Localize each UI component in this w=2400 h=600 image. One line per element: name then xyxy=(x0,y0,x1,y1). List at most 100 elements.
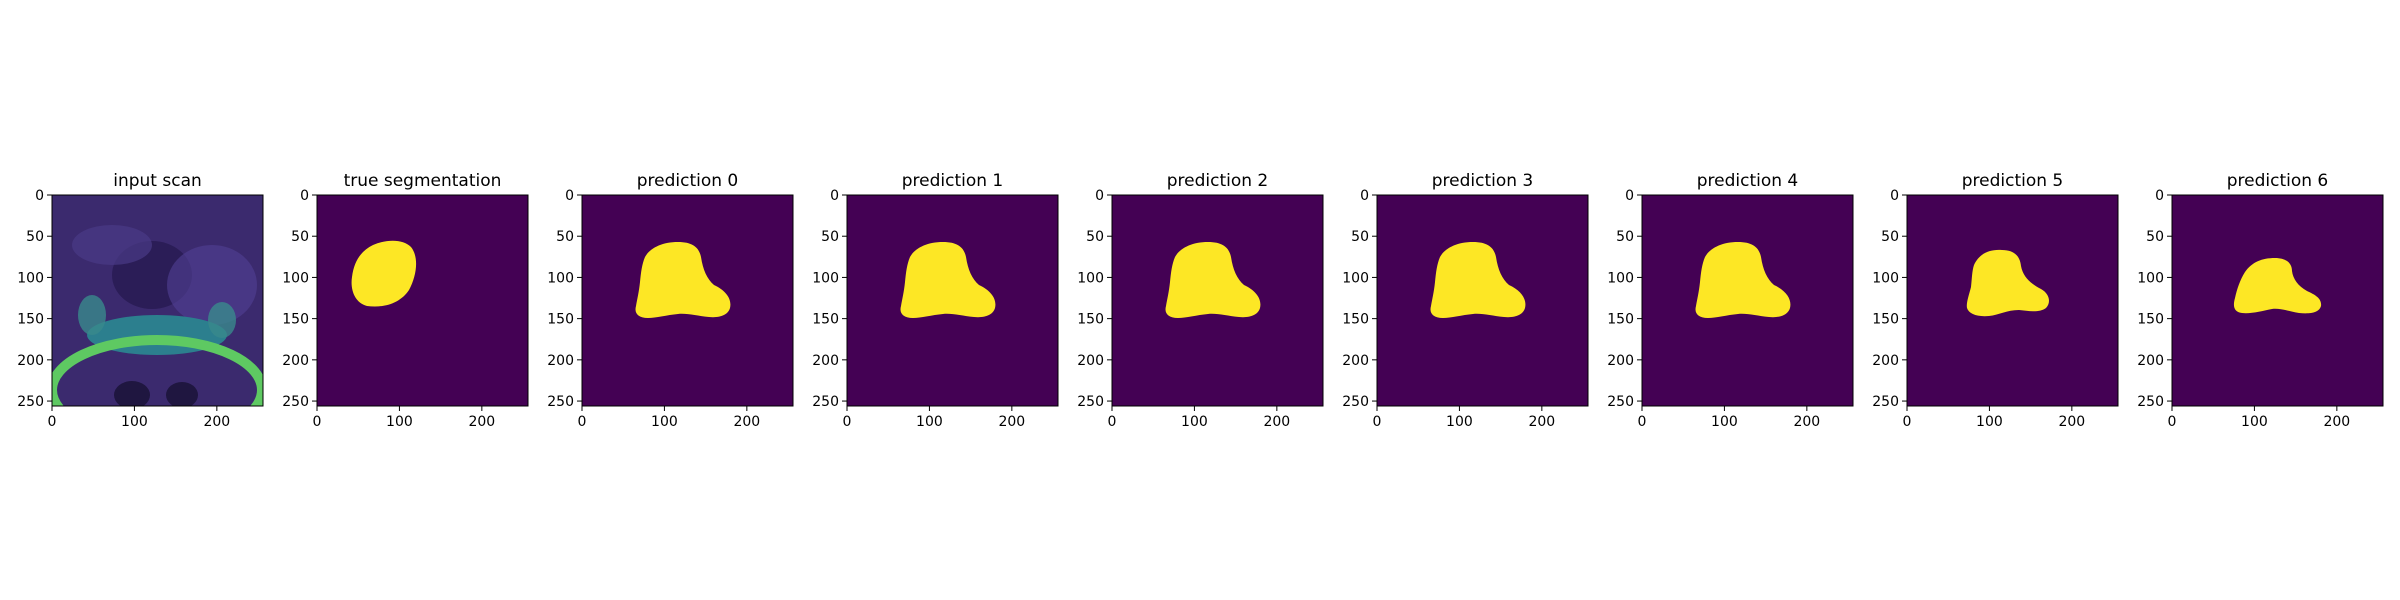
panel-frame xyxy=(1111,194,1324,407)
panel-2: prediction 0 0 100 200 0 50 100 150 200 250 xyxy=(547,171,794,430)
y-tick-label: 150 xyxy=(547,312,574,328)
x-tick-label: 0 xyxy=(578,414,587,430)
x-tick-label: 0 xyxy=(48,414,57,430)
panel-7: prediction 5 0 100 200 0 50 100 150 200 250 xyxy=(1872,171,2119,430)
y-tick-label: 200 xyxy=(812,353,839,369)
x-tick-label: 100 xyxy=(1181,414,1208,430)
scan-region xyxy=(114,381,150,406)
mask-region xyxy=(1165,242,1261,318)
y-tick-label: 250 xyxy=(1077,394,1104,410)
scan-region xyxy=(166,382,198,406)
y-tick-label: 150 xyxy=(1342,312,1369,328)
scan-region xyxy=(208,302,236,338)
mask-region xyxy=(635,242,731,318)
x-tick-label: 100 xyxy=(1976,414,2003,430)
panel-frame xyxy=(1376,194,1589,407)
x-tick-label: 0 xyxy=(1638,414,1647,430)
panel-image xyxy=(52,195,263,406)
x-tick-label: 0 xyxy=(843,414,852,430)
panel-frame xyxy=(1641,194,1854,407)
panel-image xyxy=(1907,195,2118,406)
y-tick-label: 250 xyxy=(17,394,44,410)
y-tick-label: 50 xyxy=(1086,229,1104,245)
y-tick-label: 50 xyxy=(26,229,44,245)
mask-region xyxy=(2233,258,2322,314)
y-tick-label: 250 xyxy=(2137,394,2164,410)
y-tick-label: 0 xyxy=(830,188,839,204)
y-tick-label: 100 xyxy=(2137,270,2164,286)
mask-region xyxy=(351,240,417,307)
panel-title: prediction 2 xyxy=(1167,171,1269,191)
mask-region xyxy=(1430,242,1526,318)
panel-title: true segmentation xyxy=(344,171,502,191)
panel-frame xyxy=(51,194,264,407)
y-tick-label: 200 xyxy=(1077,353,1104,369)
y-tick-label: 250 xyxy=(282,394,309,410)
mask-background xyxy=(317,195,528,406)
scan-region xyxy=(72,225,152,265)
y-tick-label: 100 xyxy=(812,270,839,286)
y-tick-label: 200 xyxy=(2137,353,2164,369)
x-tick-label: 200 xyxy=(998,414,1025,430)
panel-5: prediction 3 0 100 200 0 50 100 150 200 250 xyxy=(1342,171,1589,430)
panel-6: prediction 4 0 100 200 0 50 100 150 200 250 xyxy=(1607,171,1854,430)
x-tick-label: 200 xyxy=(1263,414,1290,430)
panel-title: prediction 3 xyxy=(1432,171,1534,191)
y-tick-label: 50 xyxy=(556,229,574,245)
y-tick-label: 250 xyxy=(547,394,574,410)
y-tick-label: 100 xyxy=(17,270,44,286)
panel-title: input scan xyxy=(113,171,202,191)
x-tick-label: 100 xyxy=(386,414,413,430)
panel-image xyxy=(847,195,1058,406)
x-tick-label: 200 xyxy=(2323,414,2350,430)
y-tick-label: 100 xyxy=(1872,270,1899,286)
x-tick-label: 200 xyxy=(203,414,230,430)
x-tick-label: 200 xyxy=(468,414,495,430)
x-tick-label: 100 xyxy=(1711,414,1738,430)
x-tick-label: 100 xyxy=(2241,414,2268,430)
x-tick-label: 200 xyxy=(2058,414,2085,430)
y-tick-label: 100 xyxy=(1077,270,1104,286)
panel-frame xyxy=(1906,194,2119,407)
y-tick-label: 0 xyxy=(35,188,44,204)
x-tick-label: 100 xyxy=(1446,414,1473,430)
x-tick-label: 0 xyxy=(2168,414,2177,430)
scan-region xyxy=(52,335,263,406)
panel-image xyxy=(317,195,528,406)
panel-image xyxy=(1642,195,1853,406)
y-tick-label: 50 xyxy=(821,229,839,245)
x-tick-label: 200 xyxy=(733,414,760,430)
x-tick-label: 0 xyxy=(1108,414,1117,430)
panel-title: prediction 4 xyxy=(1697,171,1799,191)
panel-8: prediction 6 0 100 200 0 50 100 150 200 250 xyxy=(2137,171,2384,430)
y-tick-label: 100 xyxy=(1607,270,1634,286)
panel-image xyxy=(582,195,793,406)
panel-1: true segmentation 0 100 200 0 50 100 150 200 250 xyxy=(282,171,529,430)
x-tick-label: 100 xyxy=(121,414,148,430)
y-tick-label: 50 xyxy=(291,229,309,245)
scan-region xyxy=(167,245,257,325)
y-tick-label: 200 xyxy=(282,353,309,369)
y-tick-label: 0 xyxy=(565,188,574,204)
x-tick-label: 200 xyxy=(1793,414,1820,430)
x-tick-label: 100 xyxy=(916,414,943,430)
y-tick-label: 250 xyxy=(1342,394,1369,410)
panel-frame xyxy=(846,194,1059,407)
y-tick-label: 0 xyxy=(300,188,309,204)
x-tick-label: 0 xyxy=(1373,414,1382,430)
y-tick-label: 250 xyxy=(1607,394,1634,410)
y-tick-label: 200 xyxy=(1342,353,1369,369)
y-tick-label: 250 xyxy=(812,394,839,410)
panel-title: prediction 5 xyxy=(1962,171,2064,191)
y-tick-label: 50 xyxy=(2146,229,2164,245)
y-tick-label: 50 xyxy=(1351,229,1369,245)
panel-4: prediction 2 0 100 200 0 50 100 150 200 250 xyxy=(1077,171,1324,430)
mask-region xyxy=(1966,249,2049,317)
panel-frame xyxy=(316,194,529,407)
panel-grid: input scan 0 100 200 0 50 100 150 200 250 true seg… xyxy=(17,171,2384,430)
y-tick-label: 200 xyxy=(547,353,574,369)
y-tick-label: 0 xyxy=(1625,188,1634,204)
y-tick-label: 200 xyxy=(17,353,44,369)
y-tick-label: 150 xyxy=(17,312,44,328)
